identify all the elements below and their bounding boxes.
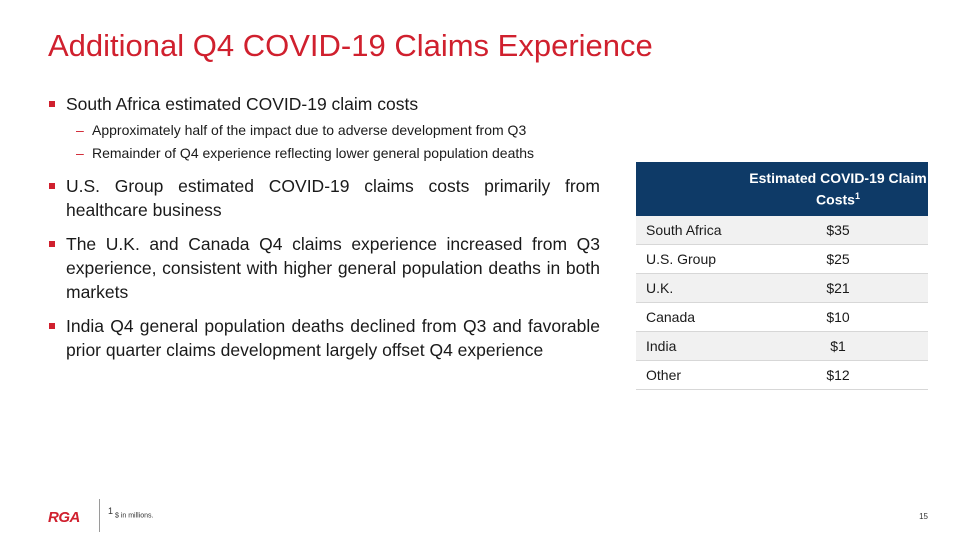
row-value: $21 xyxy=(748,273,928,303)
table-row: South Africa $35 xyxy=(636,216,928,245)
bullet-square-icon xyxy=(49,323,55,329)
row-value: $35 xyxy=(748,216,928,245)
bullet-item: South Africa estimated COVID-19 claim co… xyxy=(48,92,600,164)
row-label: Canada xyxy=(636,302,748,332)
row-label: U.K. xyxy=(636,273,748,303)
row-value: $12 xyxy=(748,360,928,390)
bullet-item: The U.K. and Canada Q4 claims experience… xyxy=(48,232,600,304)
table-header-blank xyxy=(636,162,748,216)
table-row: Canada $10 xyxy=(636,302,928,332)
bullet-item: India Q4 general population deaths decli… xyxy=(48,314,600,362)
table-row: India $1 xyxy=(636,331,928,361)
bullet-text: The U.K. and Canada Q4 claims experience… xyxy=(66,234,600,302)
bullet-text: India Q4 general population deaths decli… xyxy=(66,316,600,360)
bullet-list: South Africa estimated COVID-19 claim co… xyxy=(48,92,600,372)
bullet-item: U.S. Group estimated COVID-19 claims cos… xyxy=(48,174,600,222)
page-number: 15 xyxy=(919,512,928,521)
row-value: $1 xyxy=(748,331,928,361)
row-label: Other xyxy=(636,360,748,390)
bullet-square-icon xyxy=(49,101,55,107)
bullet-text: South Africa estimated COVID-19 claim co… xyxy=(66,94,419,114)
sub-bullet-text: Approximately half of the impact due to … xyxy=(92,122,527,138)
table-row: U.S. Group $25 xyxy=(636,244,928,274)
row-label: U.S. Group xyxy=(636,244,748,274)
sub-bullet-item: – Approximately half of the impact due t… xyxy=(66,120,600,141)
row-value: $25 xyxy=(748,244,928,274)
rga-logo: RGA xyxy=(48,509,80,526)
row-label: South Africa xyxy=(636,216,748,245)
bullet-text: U.S. Group estimated COVID-19 claims cos… xyxy=(66,176,600,220)
bullet-square-icon xyxy=(49,241,55,247)
table-row: U.K. $21 xyxy=(636,273,928,303)
footer-divider xyxy=(99,499,100,532)
claim-costs-table: Estimated COVID-19 Claim Costs1 South Af… xyxy=(636,162,928,390)
row-label: India xyxy=(636,331,748,361)
table-row: Other $12 xyxy=(636,360,928,390)
dash-icon: – xyxy=(76,145,84,161)
slide-title: Additional Q4 COVID-19 Claims Experience xyxy=(48,28,653,63)
footnote: 1 $ in millions. xyxy=(108,506,154,520)
sub-bullet-list: – Approximately half of the impact due t… xyxy=(66,120,600,164)
sub-bullet-text: Remainder of Q4 experience reflecting lo… xyxy=(92,145,535,161)
row-value: $10 xyxy=(748,302,928,332)
dash-icon: – xyxy=(76,122,84,138)
table-header-cell: Estimated COVID-19 Claim Costs1 xyxy=(748,162,928,216)
bullet-square-icon xyxy=(49,183,55,189)
table-header-row: Estimated COVID-19 Claim Costs1 xyxy=(636,162,928,216)
sub-bullet-item: – Remainder of Q4 experience reflecting … xyxy=(66,143,600,164)
